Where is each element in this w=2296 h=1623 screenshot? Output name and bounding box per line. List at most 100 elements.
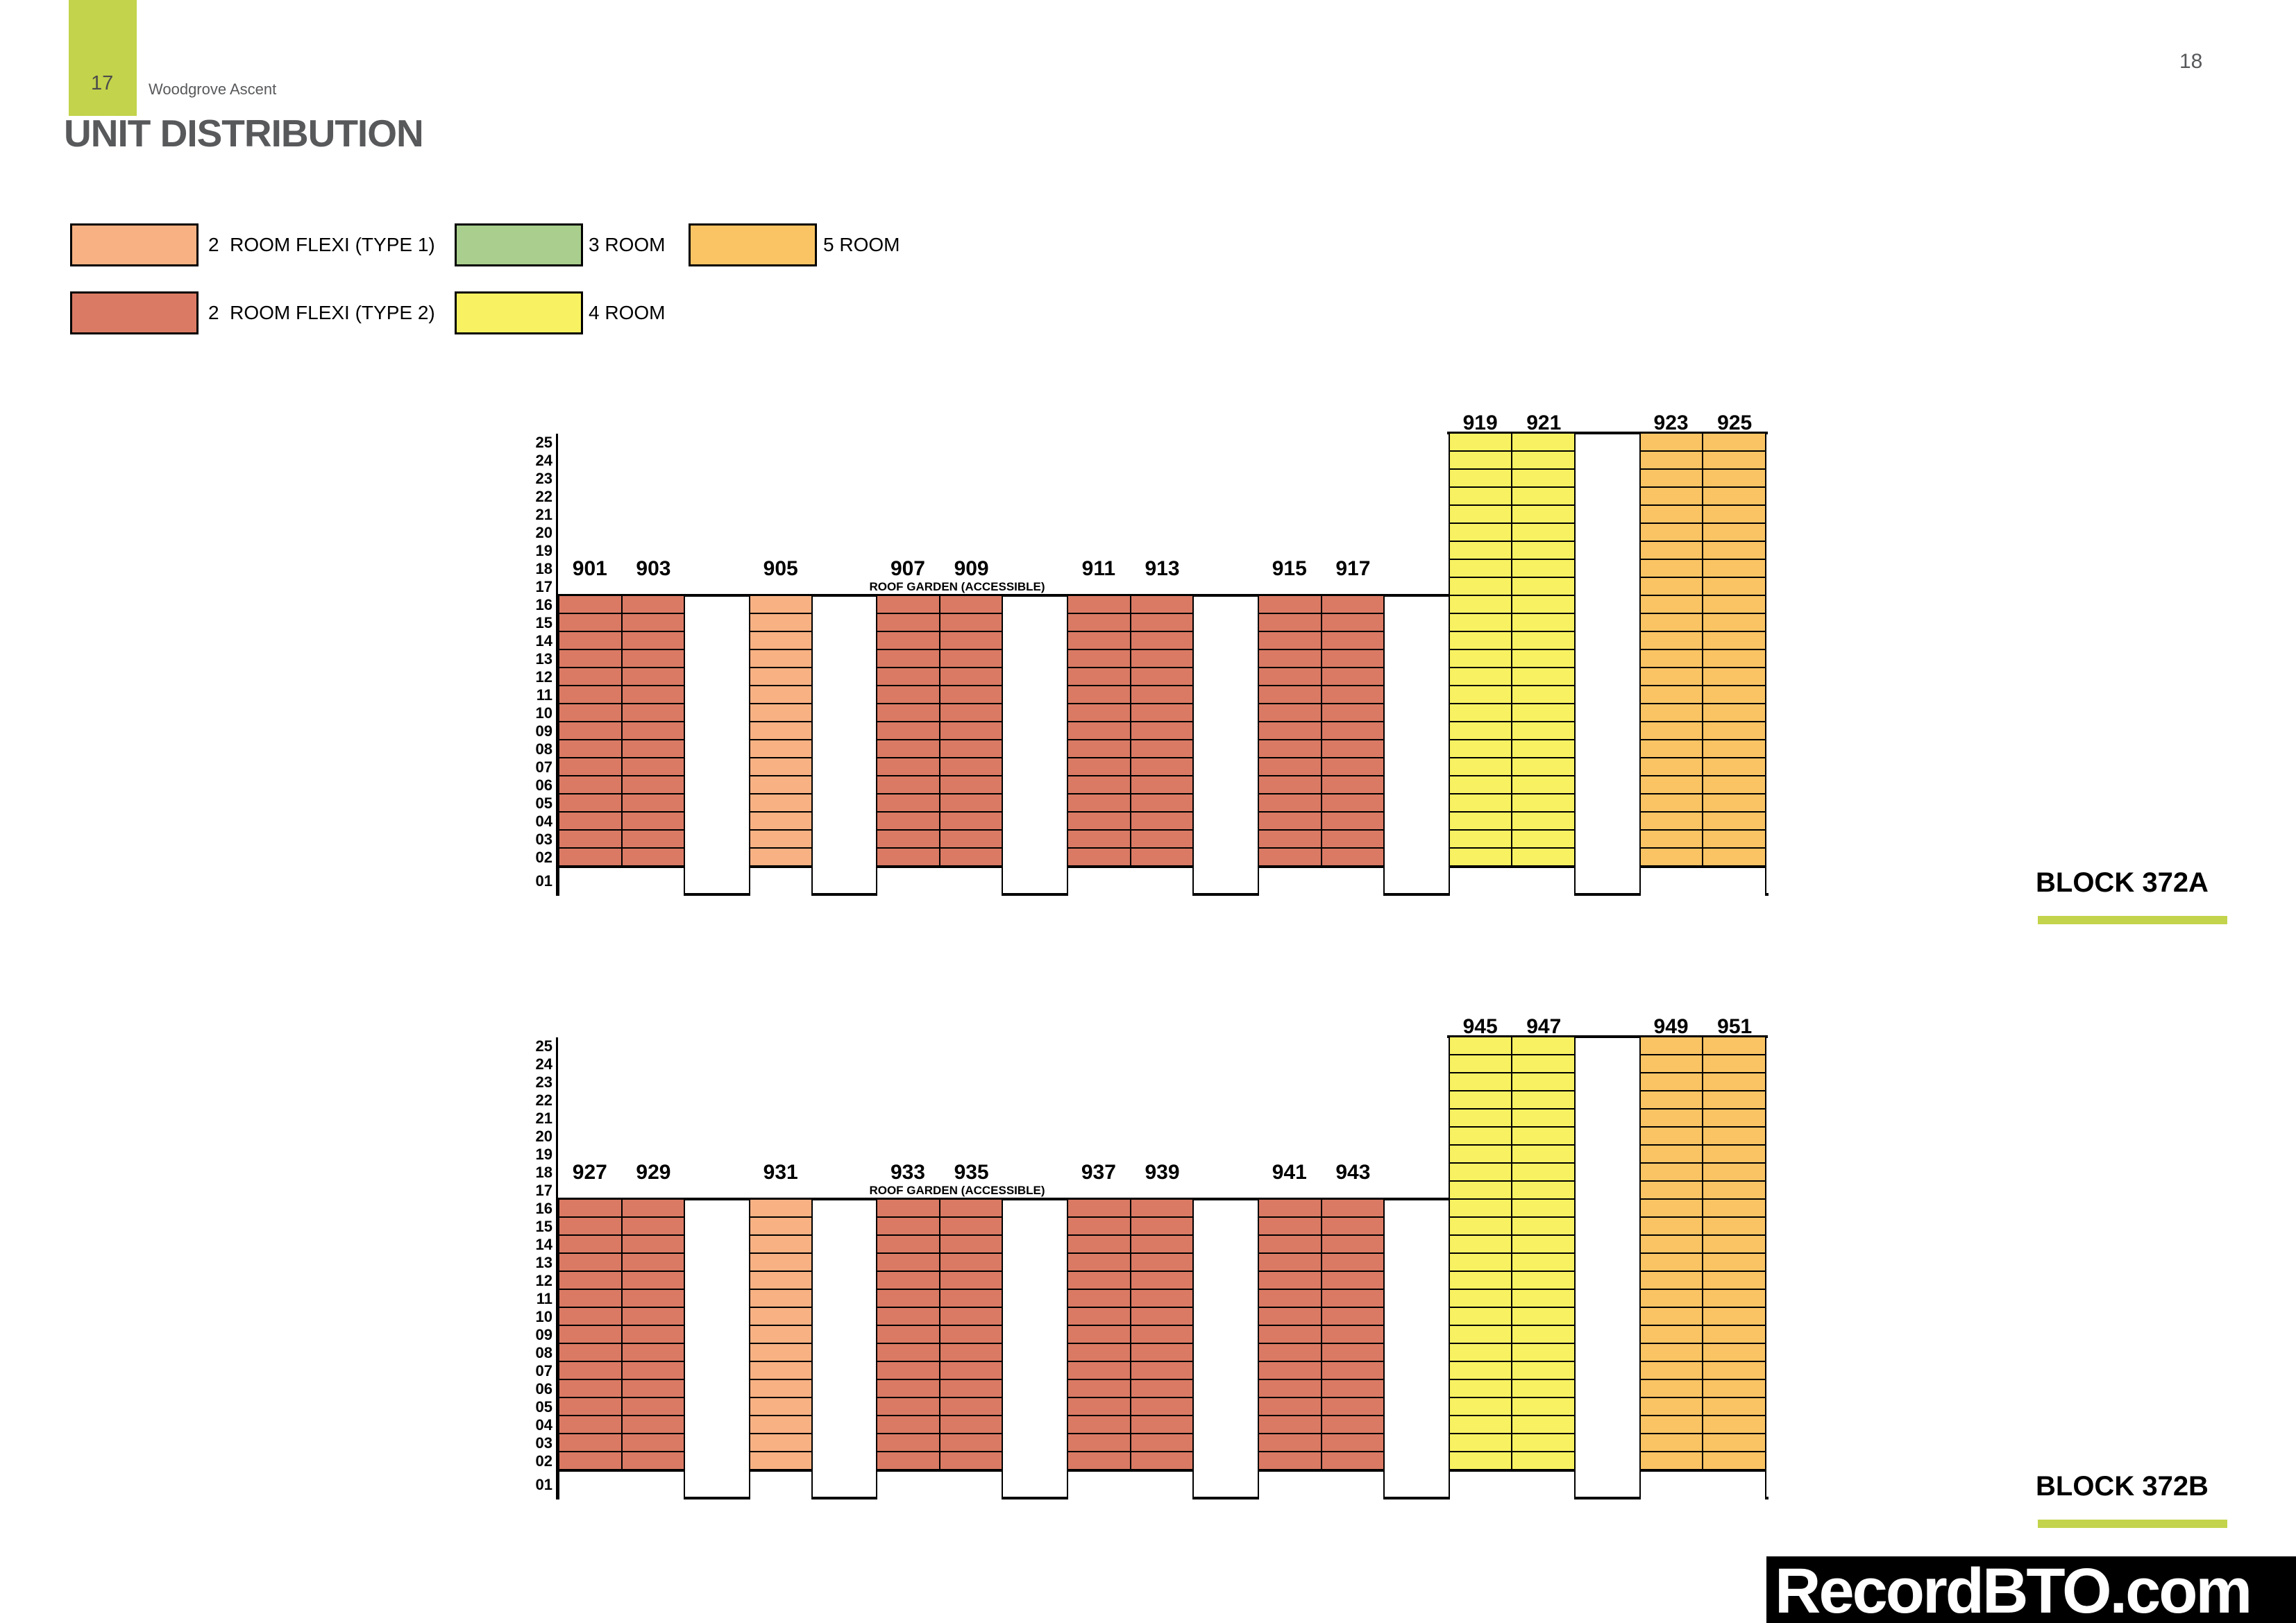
unit-cell (940, 831, 1002, 849)
unit-cell (559, 1434, 621, 1452)
unit-cell (1322, 1380, 1384, 1398)
unit-cell (1322, 776, 1384, 794)
unit-cell (1068, 614, 1130, 632)
unit-cell (1512, 614, 1575, 632)
floor-label-18: 18 (535, 1164, 552, 1181)
unit-cell (1449, 776, 1512, 794)
floor-label-09: 09 (535, 722, 552, 740)
unit-cell (877, 1380, 939, 1398)
page-number-left: 17 (91, 72, 114, 94)
unit-cell (622, 831, 684, 849)
void-deck (1449, 1470, 1575, 1499)
unit-cell (1640, 1434, 1703, 1452)
unit-cell (1512, 1452, 1575, 1470)
unit-cell (1703, 686, 1765, 704)
high-rise-roof-line (1446, 432, 1768, 434)
floor-label-12: 12 (535, 1272, 552, 1289)
page-number-right: 18 (2179, 50, 2203, 73)
unit-cell (1068, 776, 1130, 794)
floor-label-10: 10 (535, 1308, 552, 1325)
unit-cell (1640, 1110, 1703, 1128)
unit-cell (622, 776, 684, 794)
unit-cell (1703, 1452, 1765, 1470)
unit-cell (1703, 1326, 1765, 1344)
floor-label-06: 06 (535, 776, 552, 794)
unit-cell (1512, 1200, 1575, 1218)
unit-cell (750, 1344, 811, 1362)
unit-cell (1640, 849, 1703, 867)
unit-cell (1703, 1434, 1765, 1452)
unit-cell (1703, 1398, 1765, 1416)
stack-columns (877, 596, 1002, 867)
unit-cell (750, 1398, 811, 1416)
floor-label-17: 17 (535, 578, 552, 595)
stack-columns (559, 596, 684, 867)
unit-cell (940, 794, 1002, 813)
unit-cell (1258, 776, 1321, 794)
unit-cell (1068, 686, 1130, 704)
unit-number-939: 939 (1145, 1161, 1180, 1184)
floor-label-10: 10 (535, 704, 552, 722)
floor-label-08: 08 (535, 1344, 552, 1361)
unit-column-937 (1068, 1200, 1130, 1470)
unit-cell (877, 1452, 939, 1470)
unit-cell (1449, 1182, 1512, 1200)
unit-cell (1640, 1344, 1703, 1362)
floor-axis (556, 1037, 558, 1499)
unit-cell (1131, 1290, 1193, 1308)
unit-cell (1703, 1073, 1765, 1091)
unit-cell (750, 1434, 811, 1452)
unit-column-905 (750, 596, 811, 867)
unit-number-937: 937 (1081, 1161, 1116, 1184)
floor-label-01: 01 (535, 1476, 552, 1493)
unit-cell (750, 794, 811, 813)
unit-cell (559, 776, 621, 794)
stack-columns (750, 1200, 811, 1470)
unit-cell (1703, 1344, 1765, 1362)
unit-cell (1068, 704, 1130, 722)
unit-cell (1512, 1344, 1575, 1362)
unit-cell (1258, 1398, 1321, 1416)
unit-cell (750, 632, 811, 650)
unit-cell (622, 1398, 684, 1416)
unit-number-901: 901 (572, 557, 607, 580)
unit-cell (1068, 849, 1130, 867)
unit-cell (1322, 1434, 1384, 1452)
unit-cell (1449, 1128, 1512, 1146)
unit-cell (1131, 650, 1193, 668)
unit-cell (1068, 1452, 1130, 1470)
unit-cell (1449, 614, 1512, 632)
unit-cell (1131, 1344, 1193, 1362)
unit-cell (1322, 1254, 1384, 1272)
unit-cell (1449, 1308, 1512, 1326)
unit-cell (877, 794, 939, 813)
unit-cell (1703, 1182, 1765, 1200)
unit-cell (622, 758, 684, 776)
unit-cell (1449, 686, 1512, 704)
unit-cell (559, 849, 621, 867)
unit-cell (1258, 632, 1321, 650)
unit-cell (1512, 1434, 1575, 1452)
unit-cell (1258, 704, 1321, 722)
unit-cell (1640, 831, 1703, 849)
unit-cell (622, 1254, 684, 1272)
unit-cell (940, 849, 1002, 867)
unit-cell (1512, 1182, 1575, 1200)
unit-cell (1258, 813, 1321, 831)
unit-column-947 (1511, 1037, 1575, 1470)
unit-cell (1068, 1308, 1130, 1326)
unit-cell (559, 1272, 621, 1290)
unit-cell (1512, 650, 1575, 668)
unit-cell (1068, 650, 1130, 668)
unit-cell (1512, 794, 1575, 813)
unit-cell (940, 686, 1002, 704)
unit-cell (1449, 1380, 1512, 1398)
unit-cell (1640, 452, 1703, 470)
unit-cell (1640, 1236, 1703, 1254)
unit-column-931 (750, 1200, 811, 1470)
unit-cell (1068, 1344, 1130, 1362)
unit-cell (1640, 596, 1703, 614)
unit-cell (940, 758, 1002, 776)
floor-label-11: 11 (536, 686, 552, 704)
legend-label-room5: 5 ROOM (823, 234, 900, 255)
